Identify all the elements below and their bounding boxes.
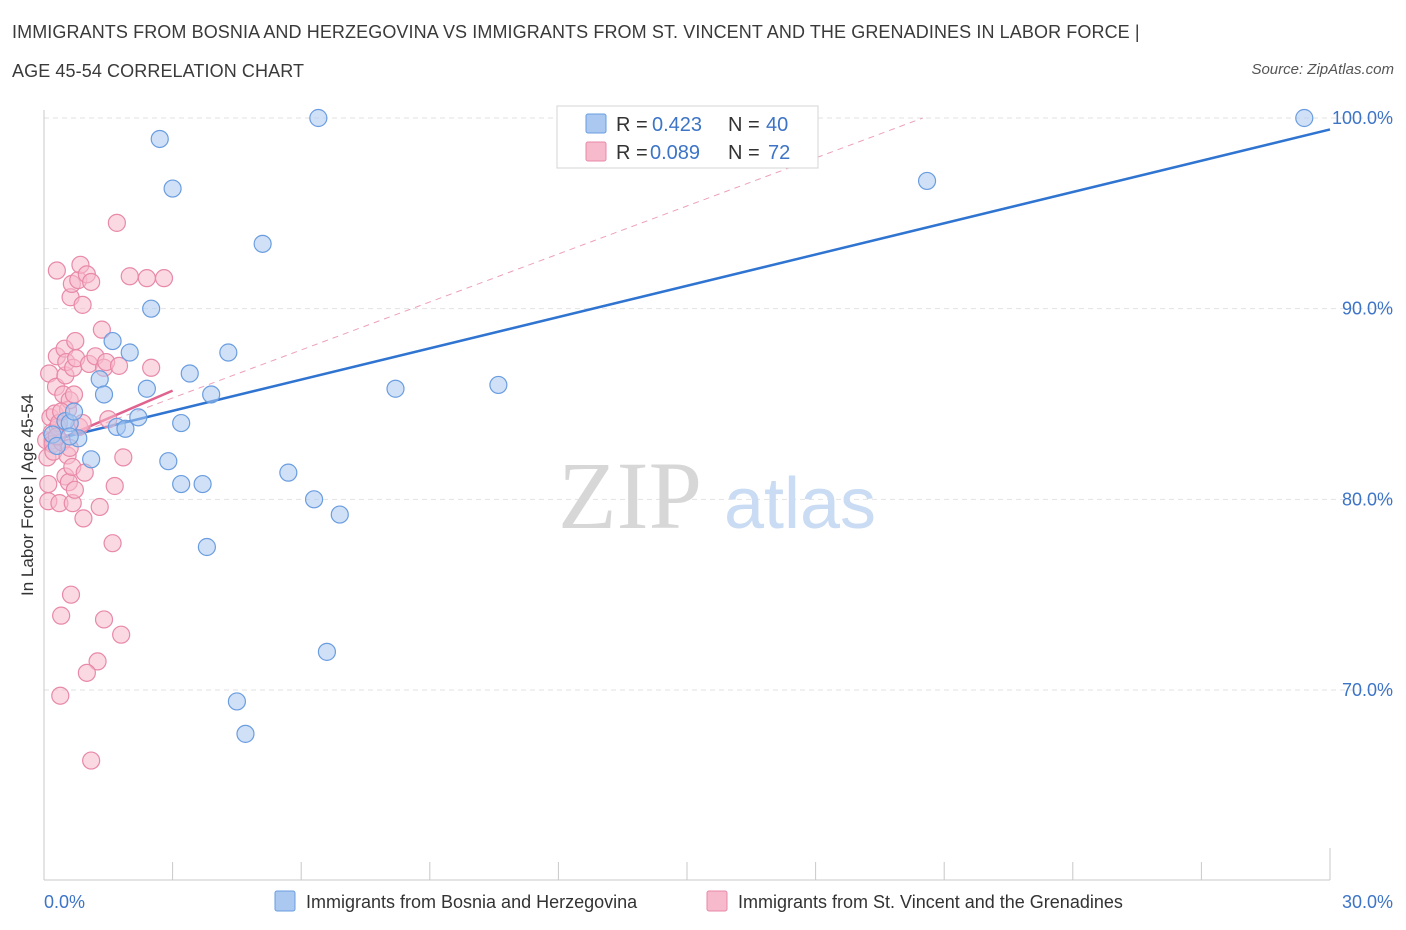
data-point-st-vincent [92,320,111,339]
data-point-st-vincent [66,331,85,351]
data-point-bosnia [172,474,191,494]
data-point-st-vincent [65,480,84,499]
data-point-bosnia [279,463,298,482]
data-point-bosnia [317,642,337,661]
data-point-bosnia [150,129,169,149]
data-point-st-vincent [107,213,126,232]
stats-legend: R = 0.423 N = 40 R = 0.089 N = 72 [556,105,819,169]
data-point-bosnia [163,179,182,198]
data-point-st-vincent [142,358,161,377]
data-point-bosnia [159,452,178,471]
data-point-st-vincent [137,269,156,288]
data-point-bosnia [90,370,109,389]
legend-n-value-2: 72 [768,142,790,164]
data-point-bosnia [219,343,238,362]
data-point-st-vincent [82,272,101,292]
data-point-st-vincent [39,474,58,494]
data-point-bosnia [137,379,156,398]
data-point-bosnia [386,379,405,398]
data-point-bosnia [47,436,66,456]
data-point-bosnia [60,427,79,446]
data-point-st-vincent [105,476,124,496]
data-point-bosnia [917,171,937,191]
data-point-st-vincent [77,663,96,682]
data-point-st-vincent [120,267,139,286]
legend-r-value-2: 0.089 [650,142,700,164]
bottom-legend-swatch-blue [274,890,296,912]
data-point-st-vincent [73,295,92,314]
legend-n-label-2: N = [728,142,760,164]
data-point-st-vincent [61,585,81,604]
data-point-bosnia [193,474,212,494]
data-point-st-vincent [82,751,101,770]
data-point-bosnia [180,364,199,383]
legend-r-label-2: R = [616,142,648,164]
data-point-bosnia [330,505,349,524]
trend-line-bosnia [43,128,1331,444]
data-point-bosnia [197,537,216,557]
series-bosnia-points [43,108,1314,743]
data-point-bosnia [172,413,191,433]
source-label: Source: ZipAtlas.com [1251,61,1394,78]
data-point-st-vincent [109,356,129,375]
data-point-st-vincent [52,606,71,625]
y-axis-label: In Labor Force | Age 45-54 [18,394,37,596]
y-tick-label-80: 80.0% [1342,489,1393,509]
data-point-bosnia [120,343,139,362]
data-point-st-vincent [114,448,133,467]
data-point-st-vincent [51,686,70,705]
legend-r-value-1: 0.423 [652,114,702,136]
bottom-legend-swatch-pink [706,890,728,912]
x-tick-label-max: 30.0% [1342,892,1393,912]
y-tick-label-100: 100.0% [1332,108,1393,128]
data-point-bosnia [129,408,148,427]
data-point-bosnia [304,490,324,509]
data-point-st-vincent [74,509,93,528]
data-point-st-vincent [154,269,174,288]
legend-n-label-1: N = [728,114,760,136]
legend-r-label-1: R = [616,114,648,136]
y-tick-label-90: 90.0% [1342,299,1393,319]
trend-line-st-vincent-extended [43,117,923,447]
chart-title-line-2: AGE 45-54 CORRELATION CHART [12,61,305,81]
data-point-bosnia [116,419,135,438]
data-point-st-vincent [64,385,84,404]
series-legend: Immigrants from Bosnia and Herzegovina I… [274,890,1123,912]
bottom-legend-label-blue: Immigrants from Bosnia and Herzegovina [306,892,638,912]
data-point-st-vincent [47,261,66,280]
watermark-zip: ZIP [558,442,702,549]
bottom-legend-label-pink: Immigrants from St. Vincent and the Gren… [738,892,1123,912]
data-point-bosnia [202,385,221,404]
data-point-st-vincent [112,625,131,644]
x-tick-marks [43,848,1331,880]
grid-lines [44,117,1392,691]
data-point-bosnia [82,450,101,469]
data-point-st-vincent [90,497,109,517]
legend-swatch-blue [585,113,607,134]
data-point-st-vincent [103,534,122,553]
legend-n-value-1: 40 [766,114,788,136]
watermark-atlas: atlas [724,464,876,544]
y-tick-label-70: 70.0% [1342,680,1393,700]
data-point-bosnia [94,385,114,404]
data-point-bosnia [253,234,272,253]
data-point-bosnia [489,375,508,395]
series-st-vincent-points [37,213,174,770]
x-tick-label-min: 0.0% [44,892,85,912]
data-point-bosnia [309,108,328,128]
data-point-st-vincent [94,610,114,629]
data-point-bosnia [142,299,161,318]
data-point-bosnia [1295,108,1314,128]
legend-swatch-pink [585,141,607,162]
data-point-bosnia [227,692,246,711]
data-point-bosnia [103,331,122,351]
data-point-bosnia [64,402,84,421]
chart-title-line-1: IMMIGRANTS FROM BOSNIA AND HERZEGOVINA V… [12,22,1140,42]
data-point-bosnia [236,724,255,743]
y-tick-labels: 70.0% 80.0% 90.0% 100.0% [1332,108,1393,700]
data-point-st-vincent [88,652,107,671]
